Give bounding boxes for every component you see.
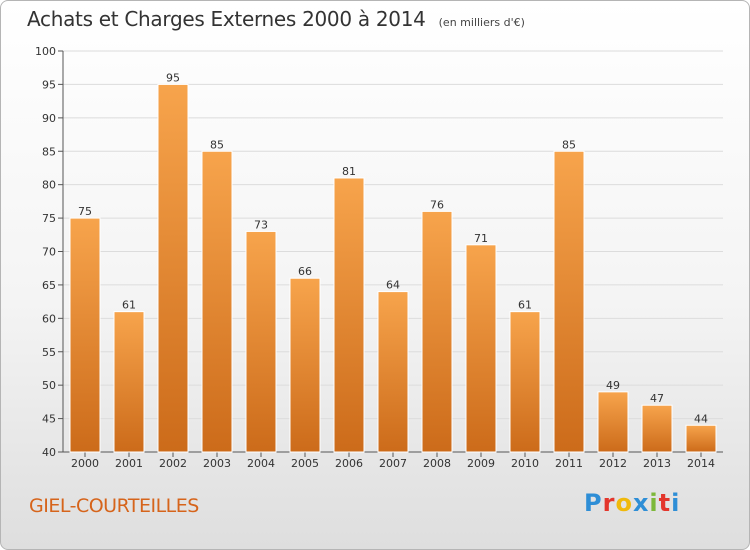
bar-2014 bbox=[685, 424, 717, 453]
data-label-2012: 49 bbox=[606, 379, 620, 392]
data-label-2004: 73 bbox=[254, 218, 268, 231]
y-tick-label: 85 bbox=[42, 145, 56, 158]
bar-2001 bbox=[113, 311, 145, 453]
logo-letter: x bbox=[632, 489, 650, 517]
x-tick-label: 2011 bbox=[555, 457, 583, 470]
x-tick-label: 2006 bbox=[335, 457, 363, 470]
data-label-2014: 44 bbox=[694, 412, 708, 425]
data-label-2011: 85 bbox=[562, 138, 576, 151]
data-label-2002: 95 bbox=[166, 71, 180, 84]
y-tick-label: 50 bbox=[42, 379, 56, 392]
y-tick-label: 90 bbox=[42, 112, 56, 125]
data-label-2005: 66 bbox=[298, 265, 312, 278]
bar-2007 bbox=[377, 291, 409, 453]
y-tick-label: 40 bbox=[42, 446, 56, 459]
chart-title: Achats et Charges Externes 2000 à 2014 bbox=[27, 7, 426, 31]
bar-2002 bbox=[157, 83, 189, 453]
y-tick-label: 95 bbox=[42, 78, 56, 91]
bar-2004 bbox=[245, 230, 277, 453]
data-label-2008: 76 bbox=[430, 198, 444, 211]
x-tick-label: 2013 bbox=[643, 457, 671, 470]
x-tick-label: 2001 bbox=[115, 457, 143, 470]
bar-2010 bbox=[509, 311, 541, 453]
data-label-2000: 75 bbox=[78, 205, 92, 218]
x-tick-label: 2000 bbox=[71, 457, 99, 470]
x-tick-label: 2005 bbox=[291, 457, 319, 470]
data-label-2001: 61 bbox=[122, 299, 136, 312]
data-label-2007: 64 bbox=[386, 279, 400, 292]
data-labels: 75 61 95 85 73 66 81 64 76 71 61 85 49 47 44 bbox=[78, 71, 708, 425]
commune-name: GIEL-COURTEILLES bbox=[29, 495, 199, 517]
x-tick-label: 2012 bbox=[599, 457, 627, 470]
data-label-2009: 71 bbox=[474, 232, 488, 245]
logo-letter: i bbox=[649, 489, 659, 517]
y-tick-label: 60 bbox=[42, 312, 56, 325]
bar-2009 bbox=[465, 244, 497, 453]
y-tick-label: 75 bbox=[42, 212, 56, 225]
bar-2003 bbox=[201, 150, 233, 453]
bar-2000 bbox=[69, 217, 101, 453]
bars bbox=[69, 83, 717, 453]
logo-letter: P bbox=[584, 489, 603, 517]
data-label-2013: 47 bbox=[650, 392, 664, 405]
x-tick-label: 2014 bbox=[687, 457, 715, 470]
x-tick-label: 2008 bbox=[423, 457, 451, 470]
x-tick-label: 2003 bbox=[203, 457, 231, 470]
chart-unit: (en milliers d'€) bbox=[438, 16, 525, 29]
logo-letter: o bbox=[615, 489, 633, 517]
axes: 40 45 50 55 60 65 70 75 80 85 90 95 100 2000 2001 2002 2… bbox=[35, 45, 723, 470]
proxiti-logo[interactable]: Proxiti bbox=[584, 489, 680, 517]
x-tick-label: 2007 bbox=[379, 457, 407, 470]
data-label-2010: 61 bbox=[518, 299, 532, 312]
x-tick-label: 2010 bbox=[511, 457, 539, 470]
logo-letter: i bbox=[671, 489, 681, 517]
y-tick-label: 55 bbox=[42, 346, 56, 359]
bar-2013 bbox=[641, 404, 673, 453]
x-tick-label: 2002 bbox=[159, 457, 187, 470]
y-tick-label: 65 bbox=[42, 279, 56, 292]
y-tick-label: 45 bbox=[42, 413, 56, 426]
bar-2006 bbox=[333, 177, 365, 453]
bar-2011 bbox=[553, 150, 585, 453]
bar-2005 bbox=[289, 277, 321, 453]
x-tick-label: 2004 bbox=[247, 457, 275, 470]
y-tick-label: 70 bbox=[42, 246, 56, 259]
y-tick-label: 100 bbox=[35, 45, 56, 58]
logo-letter: t bbox=[658, 489, 672, 517]
bar-2012 bbox=[597, 391, 629, 453]
logo-letter: r bbox=[602, 489, 616, 517]
bar-2008 bbox=[421, 210, 453, 453]
x-tick-label: 2009 bbox=[467, 457, 495, 470]
chart-header: Achats et Charges Externes 2000 à 2014 (… bbox=[27, 7, 525, 31]
data-label-2003: 85 bbox=[210, 138, 224, 151]
y-tick-label: 80 bbox=[42, 179, 56, 192]
data-label-2006: 81 bbox=[342, 165, 356, 178]
